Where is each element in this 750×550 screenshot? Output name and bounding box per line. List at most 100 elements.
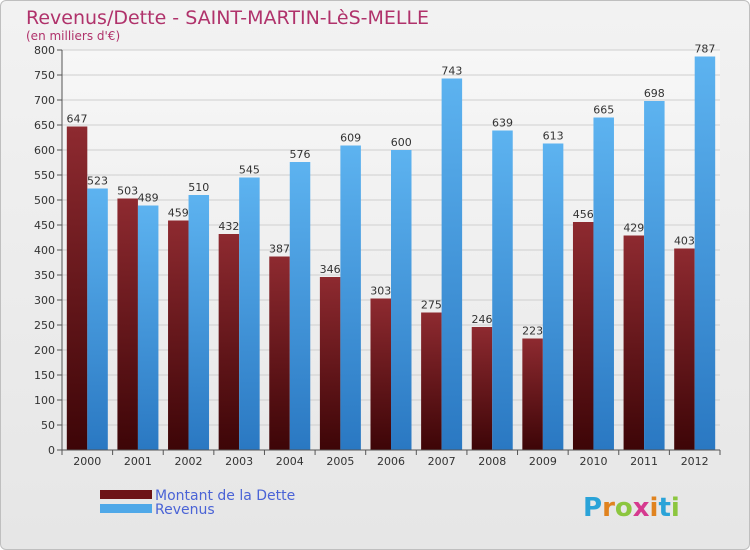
y-tick-label: 700 [34, 94, 55, 107]
value-label-revenue: 523 [87, 175, 108, 188]
value-label-debt: 223 [522, 325, 543, 338]
bar-debt [471, 327, 493, 450]
bar-debt [674, 248, 695, 450]
x-tick-label: 2002 [175, 455, 203, 468]
legend-label-debt: Montant de la Dette [155, 488, 295, 504]
logo-letter: o [615, 493, 633, 523]
bar-revenue [441, 78, 463, 450]
bar-debt [522, 338, 543, 450]
y-tick-label: 0 [48, 444, 55, 457]
value-label-debt: 647 [67, 113, 88, 126]
logo-letter: i [671, 493, 680, 523]
value-label-revenue: 639 [492, 117, 513, 130]
x-tick-label: 2006 [377, 455, 405, 468]
axes: 0 50 100 150 200 250 300 350 400 450 500 550 600 650 7… [34, 44, 721, 468]
value-label-revenue: 665 [593, 104, 614, 117]
y-tick-label: 150 [34, 369, 55, 382]
bar-debt [572, 222, 594, 450]
x-tick-label: 2009 [529, 455, 557, 468]
bar-revenue [694, 56, 716, 450]
logo-letter: t [658, 493, 670, 523]
value-label-debt: 387 [269, 243, 290, 256]
bar-debt [269, 256, 290, 450]
legend-swatch-debt [100, 490, 152, 499]
value-label-debt: 275 [421, 299, 442, 312]
logo-letter: x [633, 493, 650, 523]
logo-letter: i [650, 493, 659, 523]
bar-debt [319, 277, 341, 450]
value-label-debt: 429 [623, 222, 644, 235]
value-label-revenue: 489 [138, 192, 159, 205]
x-tick-label: 2004 [276, 455, 304, 468]
value-label-revenue: 510 [188, 181, 209, 194]
x-tick-label: 2011 [630, 455, 658, 468]
logo-letter: P [583, 493, 602, 523]
value-label-debt: 246 [471, 313, 492, 326]
bar-debt [623, 235, 645, 450]
bar-debt [370, 298, 391, 450]
x-tick-label: 2000 [73, 455, 101, 468]
value-label-revenue: 545 [239, 164, 260, 177]
legend-label-revenue: Revenus [155, 502, 215, 518]
y-tick-label: 100 [34, 394, 55, 407]
y-tick-label: 50 [41, 419, 55, 432]
y-tick-label: 750 [34, 69, 55, 82]
value-label-debt: 503 [117, 185, 138, 198]
bar-revenue [644, 101, 665, 450]
value-label-debt: 346 [320, 263, 341, 276]
bar-debt [117, 198, 138, 450]
chart-subtitle: (en milliers d'€) [26, 29, 120, 43]
value-label-revenue: 698 [644, 87, 665, 100]
x-tick-label: 2010 [579, 455, 607, 468]
bar-revenue [137, 205, 159, 450]
value-label-debt: 403 [674, 235, 695, 248]
y-tick-label: 550 [34, 169, 55, 182]
bar-revenue [542, 143, 564, 450]
y-tick-label: 200 [34, 344, 55, 357]
x-tick-label: 2012 [681, 455, 709, 468]
x-tick-label: 2007 [428, 455, 456, 468]
value-label-revenue: 600 [391, 136, 412, 149]
x-tick-label: 2003 [225, 455, 253, 468]
y-tick-label: 500 [34, 194, 55, 207]
bar-debt [66, 126, 88, 450]
value-label-debt: 303 [370, 285, 391, 298]
bar-revenue [340, 145, 361, 450]
bar-revenue [239, 177, 260, 450]
chart-title: Revenus/Dette - SAINT-MARTIN-LèS-MELLE [26, 7, 429, 29]
bar-revenue [593, 117, 614, 450]
value-label-debt: 459 [168, 207, 189, 220]
value-label-debt: 456 [573, 208, 594, 221]
y-tick-label: 600 [34, 144, 55, 157]
logo-letter: r [602, 493, 615, 523]
bar-debt [168, 220, 189, 450]
legend-swatch-revenue [100, 504, 152, 513]
y-tick-label: 250 [34, 319, 55, 332]
y-tick-label: 350 [34, 269, 55, 282]
y-tick-label: 800 [34, 44, 55, 57]
bar-revenue [87, 188, 108, 450]
x-tick-label: 2008 [478, 455, 506, 468]
value-label-revenue: 743 [441, 65, 462, 78]
value-label-revenue: 613 [543, 130, 564, 143]
value-label-revenue: 576 [290, 148, 311, 161]
proxiti-logo: Proxiti [583, 493, 680, 523]
y-tick-label: 300 [34, 294, 55, 307]
bar-revenue [391, 150, 412, 450]
x-tick-label: 2001 [124, 455, 152, 468]
value-label-revenue: 609 [340, 132, 361, 145]
y-tick-label: 450 [34, 219, 55, 232]
bar-revenue [188, 195, 210, 450]
bar-revenue [289, 162, 311, 450]
x-tick-label: 2005 [326, 455, 354, 468]
value-label-revenue: 787 [694, 43, 715, 56]
y-tick-label: 650 [34, 119, 55, 132]
bar-debt [218, 234, 240, 450]
y-tick-label: 400 [34, 244, 55, 257]
bar-revenue [492, 130, 513, 450]
bar-debt [421, 312, 442, 450]
value-label-debt: 432 [218, 220, 239, 233]
